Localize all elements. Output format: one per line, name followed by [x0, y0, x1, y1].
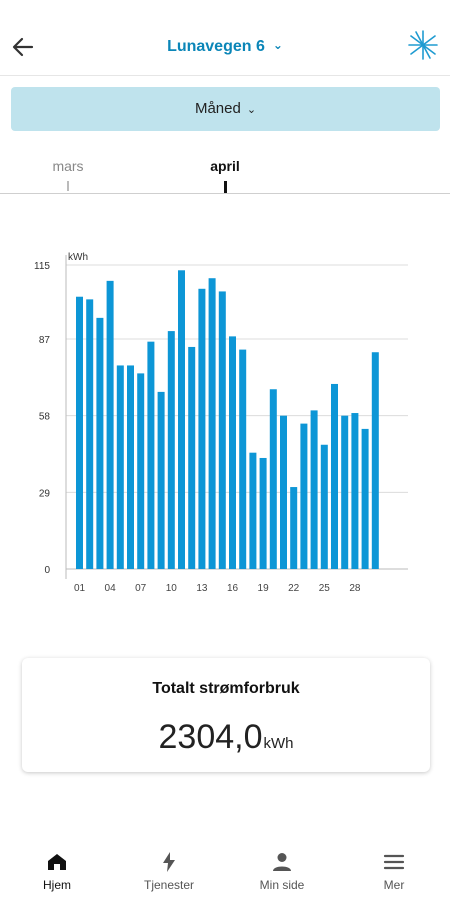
back-button[interactable] [10, 34, 36, 60]
address-selector[interactable]: Lunavegen 6 ⌄ [0, 38, 450, 56]
period-label: Måned [194, 100, 241, 117]
bar [218, 291, 226, 569]
bar [290, 487, 298, 569]
bar [351, 413, 359, 569]
bar [106, 280, 114, 569]
x-tick-label: 04 [105, 583, 117, 594]
bar [269, 389, 277, 569]
brand-logo-icon [406, 28, 440, 62]
month-mars[interactable]: mars [52, 158, 84, 174]
home-icon [48, 854, 66, 870]
total-value: 2304,0 [158, 718, 263, 756]
bar [208, 278, 216, 569]
bar [280, 415, 287, 569]
lightning-icon [163, 852, 175, 872]
app-header: Lunavegen 6 ⌄ [0, 0, 450, 76]
month-tick-mars [67, 181, 69, 191]
bar [167, 331, 175, 569]
bar [127, 365, 134, 569]
total-label: Totalt strømforbruk [152, 680, 300, 697]
x-tick-label: 16 [227, 583, 239, 594]
nav-home[interactable]: Hjem [12, 850, 102, 892]
y-tick-label: 58 [39, 412, 51, 423]
y-axis-label: kWh [68, 252, 88, 263]
bar [178, 270, 185, 569]
x-tick-label: 22 [288, 583, 300, 594]
x-tick-label: 01 [74, 583, 86, 594]
x-tick-label: 13 [196, 583, 208, 594]
month-selector[interactable]: mars april [0, 140, 450, 194]
chevron-down-icon: ⌄ [272, 38, 283, 52]
menu-icon [383, 854, 405, 870]
bar [86, 299, 94, 569]
month-april[interactable]: april [210, 158, 240, 174]
y-tick-label: 87 [39, 335, 51, 346]
x-tick-label: 07 [135, 583, 147, 594]
x-tick-label: 19 [258, 583, 270, 594]
bar [137, 373, 145, 569]
chevron-down-icon: ⌄ [246, 104, 257, 116]
arrow-left-icon [12, 37, 34, 57]
person-icon [273, 853, 291, 871]
nav-more-label: Mer [383, 878, 405, 892]
x-tick-label: 25 [319, 583, 331, 594]
nav-more[interactable]: Mer [349, 850, 439, 892]
bar [320, 444, 328, 569]
bar [157, 391, 165, 569]
bar [116, 365, 124, 569]
y-tick-label: 29 [39, 488, 51, 499]
bar [259, 457, 267, 569]
total-value-row: 2304,0kWh [22, 718, 430, 757]
address-title: Lunavegen 6 [167, 38, 265, 55]
y-tick-label: 115 [34, 261, 50, 272]
bar [300, 423, 308, 569]
bar [331, 383, 338, 569]
bar [371, 352, 379, 569]
bar [147, 341, 155, 569]
bar [341, 415, 349, 569]
bar [76, 296, 83, 569]
bar [310, 410, 318, 569]
total-unit: kWh [263, 735, 294, 752]
total-consumption-card: Totalt strømforbruk 2304,0kWh [22, 658, 430, 772]
y-tick-label: 0 [44, 565, 50, 576]
nav-services-label: Tjenester [143, 878, 195, 892]
bar [229, 336, 236, 569]
bar [188, 346, 196, 569]
bar [198, 288, 206, 569]
bar [239, 349, 247, 569]
bar [249, 452, 257, 569]
nav-my-page[interactable]: Min side [237, 850, 327, 892]
month-tick-april [224, 181, 227, 193]
x-tick-label: 28 [349, 583, 361, 594]
period-dropdown[interactable]: Måned ⌄ [11, 87, 440, 131]
x-tick-label: 10 [166, 583, 178, 594]
bar [96, 317, 104, 569]
nav-my-page-label: Min side [259, 878, 305, 892]
consumption-bar-chart: 0 29 58 87 115 kWh 01 04 07 10 13 16 19 22 25 28 [34, 252, 408, 594]
bar [361, 428, 369, 569]
nav-home-label: Hjem [42, 878, 71, 892]
bottom-navigation: Hjem Tjenester Min side Mer [0, 838, 450, 900]
nav-services[interactable]: Tjenester [124, 850, 214, 892]
